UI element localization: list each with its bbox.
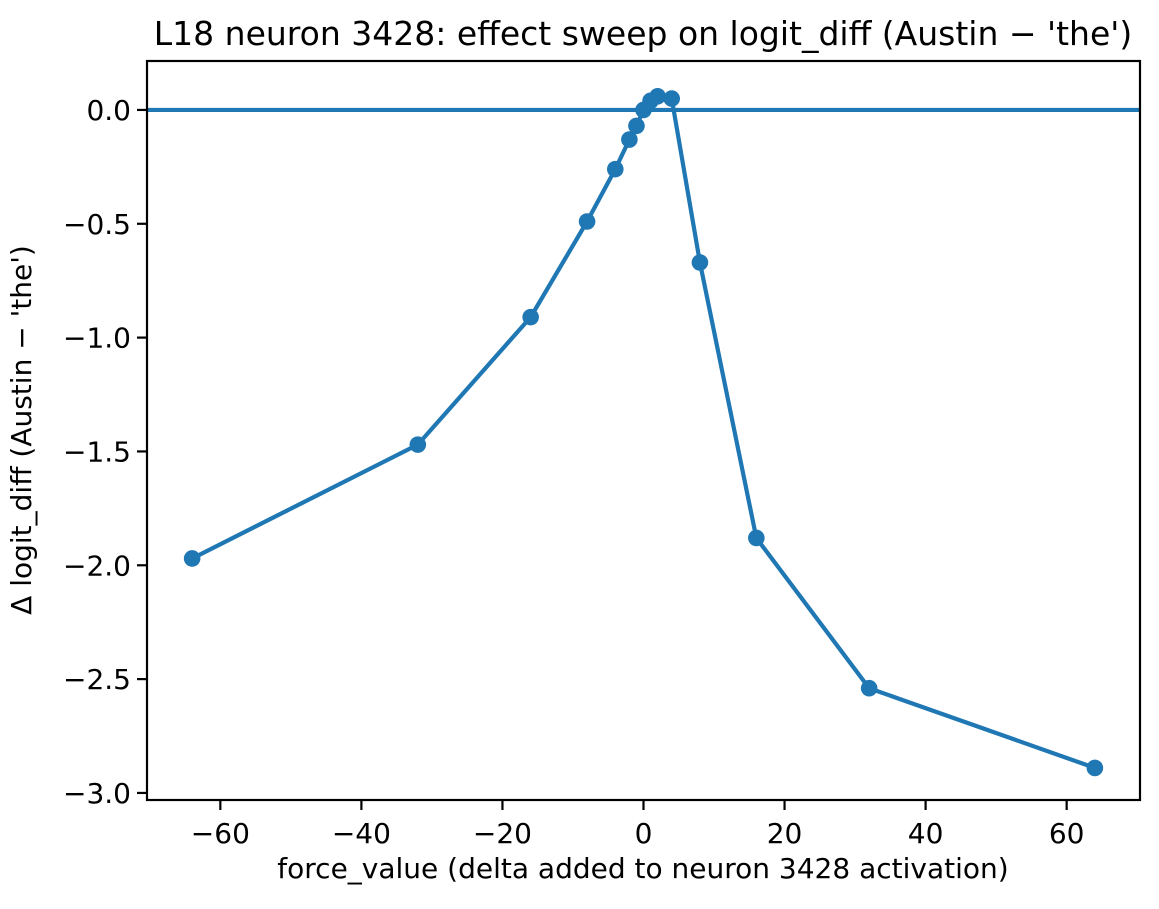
x-tick-label: 60 bbox=[1049, 817, 1085, 850]
x-tick-label: 0 bbox=[635, 817, 653, 850]
data-point-marker bbox=[409, 436, 427, 453]
y-tick-label: −2.0 bbox=[63, 549, 131, 582]
data-point-marker bbox=[183, 550, 201, 567]
y-tick-label: −2.5 bbox=[63, 663, 131, 696]
x-tick-label: −60 bbox=[191, 817, 250, 850]
x-tick-label: 40 bbox=[908, 817, 944, 850]
y-tick-label: 0.0 bbox=[86, 94, 131, 127]
data-point-marker bbox=[748, 529, 765, 547]
x-axis-label: force_value (delta added to neuron 3428 … bbox=[277, 852, 1008, 885]
chart-title: L18 neuron 3428: effect sweep on logit_d… bbox=[154, 14, 1132, 53]
data-point-marker bbox=[522, 308, 539, 326]
y-tick-label: −3.0 bbox=[63, 777, 131, 810]
data-point-marker bbox=[691, 254, 709, 271]
x-tick-label: 20 bbox=[767, 817, 803, 850]
y-tick-label: −1.0 bbox=[63, 322, 131, 355]
y-tick-label: −0.5 bbox=[63, 208, 131, 241]
data-point-marker bbox=[578, 213, 596, 230]
x-tick-label: −40 bbox=[332, 817, 391, 850]
x-tick-label: −20 bbox=[473, 817, 532, 850]
data-point-marker bbox=[860, 679, 878, 697]
data-point-marker bbox=[649, 87, 666, 105]
data-point-marker bbox=[606, 160, 624, 178]
data-point-marker bbox=[663, 90, 681, 107]
data-point-marker bbox=[1086, 759, 1104, 777]
axes-background bbox=[147, 61, 1140, 800]
data-point-marker bbox=[628, 117, 645, 135]
data-point-marker bbox=[621, 131, 638, 148]
plot-area: −60 −40 −20 0 20 40 60 0.0 −0.5 −1.0 −1.5 −2.0 −2.5 −… bbox=[63, 59, 1142, 850]
y-tick-label: −1.5 bbox=[63, 435, 131, 468]
y-axis-label: Δ logit_diff (Austin − 'the') bbox=[5, 245, 38, 615]
